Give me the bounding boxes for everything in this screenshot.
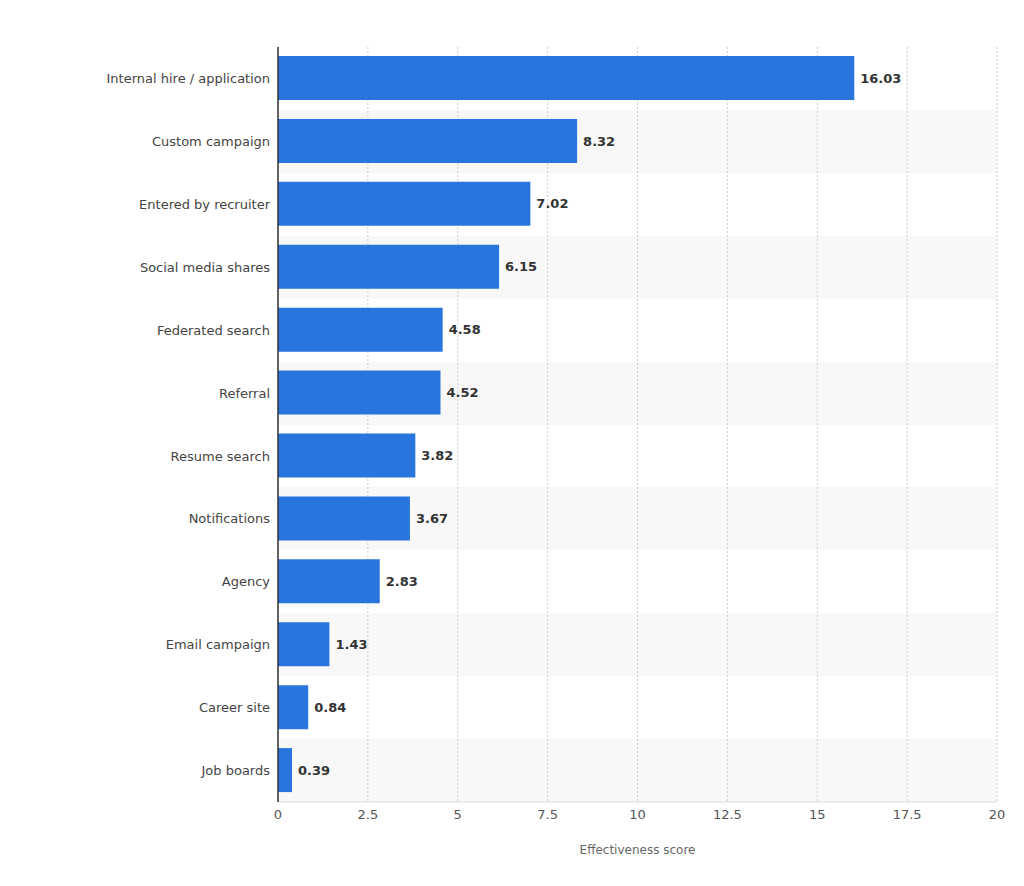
svg-text:12.5: 12.5 [713, 807, 742, 822]
svg-text:Entered by recruiter: Entered by recruiter [139, 197, 271, 212]
svg-text:6.15: 6.15 [505, 259, 537, 274]
svg-text:7.02: 7.02 [536, 196, 568, 211]
svg-text:10: 10 [629, 807, 646, 822]
svg-text:5: 5 [454, 807, 462, 822]
svg-text:4.58: 4.58 [449, 322, 481, 337]
svg-text:17.5: 17.5 [893, 807, 922, 822]
svg-text:0.39: 0.39 [298, 763, 330, 778]
svg-text:4.52: 4.52 [446, 385, 478, 400]
svg-text:Resume search: Resume search [171, 449, 270, 464]
svg-text:16.03: 16.03 [860, 71, 901, 86]
svg-text:3.82: 3.82 [421, 448, 453, 463]
svg-text:Custom campaign: Custom campaign [152, 134, 270, 149]
svg-text:Job boards: Job boards [201, 763, 271, 778]
svg-text:8.32: 8.32 [583, 134, 615, 149]
svg-text:15: 15 [809, 807, 826, 822]
svg-text:Career site: Career site [199, 700, 270, 715]
svg-text:20: 20 [989, 807, 1006, 822]
svg-text:Effectiveness score: Effectiveness score [580, 843, 696, 857]
svg-text:Email campaign: Email campaign [166, 637, 270, 652]
svg-text:7.5: 7.5 [537, 807, 558, 822]
svg-text:0: 0 [274, 807, 282, 822]
svg-text:Referral: Referral [219, 386, 270, 401]
svg-text:2.5: 2.5 [358, 807, 379, 822]
svg-text:3.67: 3.67 [416, 511, 448, 526]
svg-text:0.84: 0.84 [314, 700, 346, 715]
svg-text:Federated search: Federated search [157, 323, 270, 338]
svg-text:2.83: 2.83 [386, 574, 418, 589]
svg-text:1.43: 1.43 [335, 637, 367, 652]
svg-text:Agency: Agency [222, 574, 271, 589]
svg-text:Notifications: Notifications [189, 511, 271, 526]
svg-text:Internal hire / application: Internal hire / application [107, 71, 271, 86]
svg-text:Social media shares: Social media shares [140, 260, 270, 275]
